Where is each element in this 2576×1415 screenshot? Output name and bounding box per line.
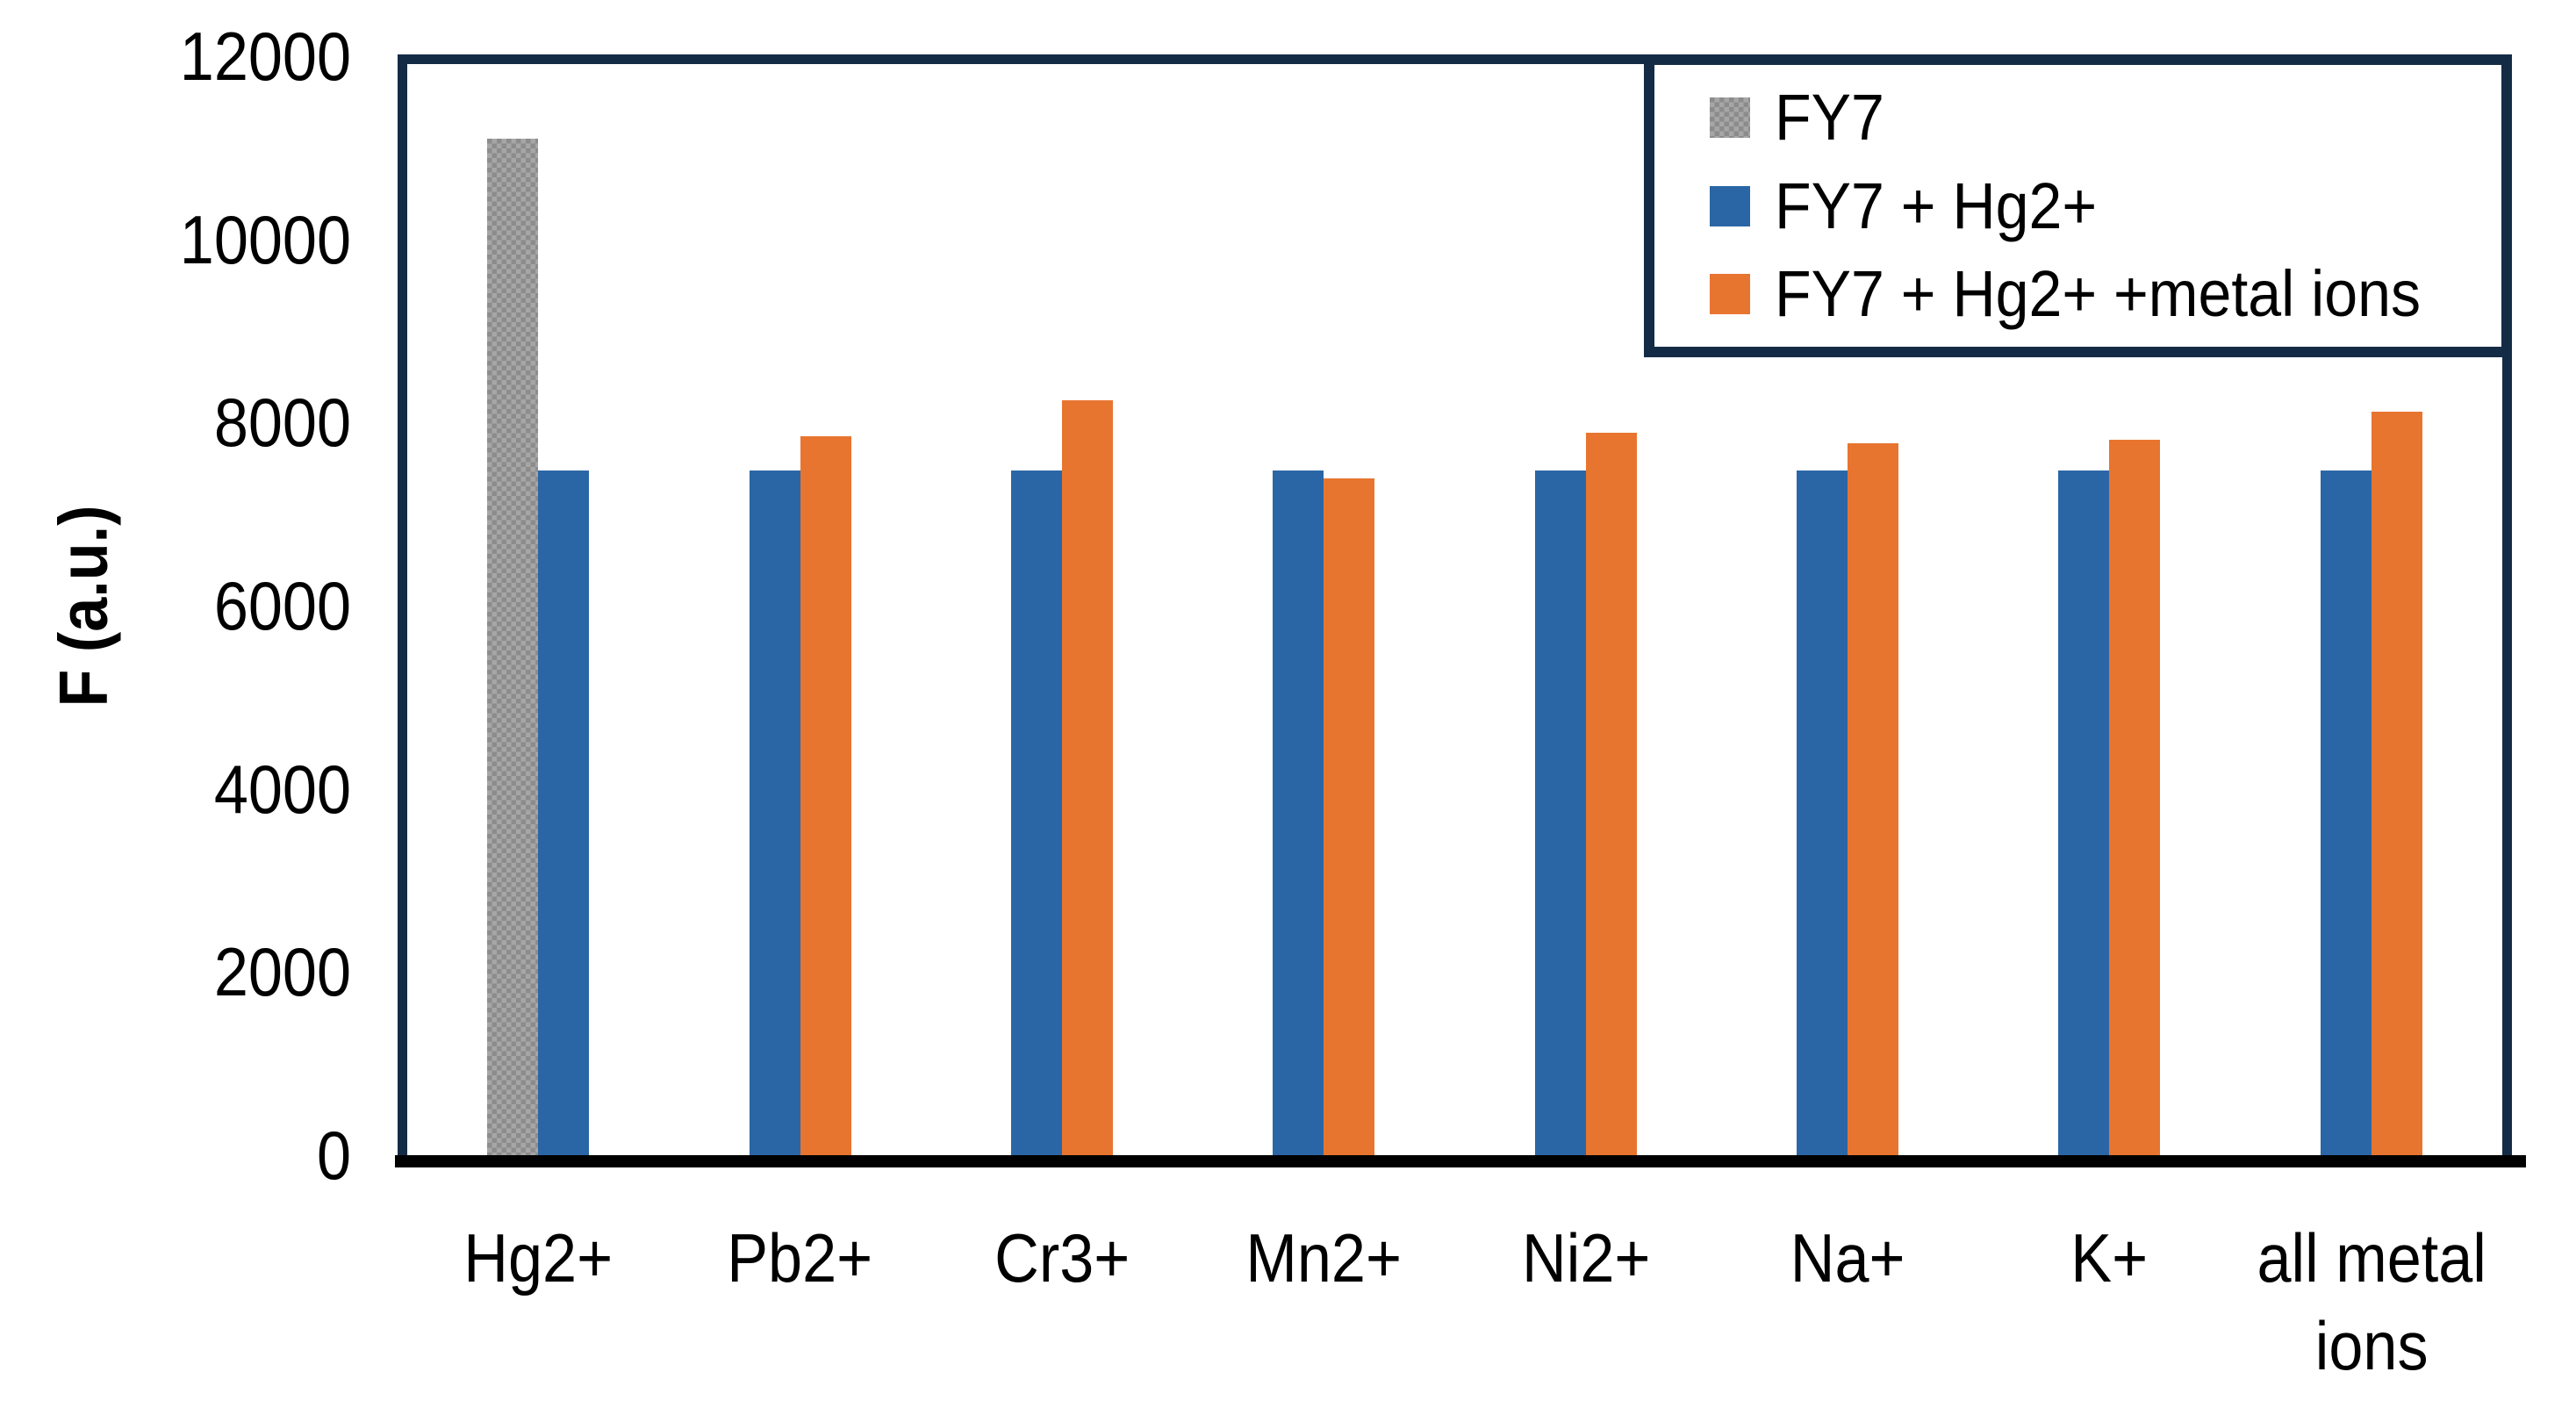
x-axis-line bbox=[395, 1155, 2526, 1167]
bar bbox=[1848, 443, 1899, 1155]
x-category-label: all metal ions bbox=[2257, 1219, 2486, 1384]
x-axis-labels: Hg2+ Pb2+ Cr3+ Mn2+ Ni2+ Na+ K+ all metal ions bbox=[407, 1214, 2502, 1390]
x-category-label: K+ bbox=[2070, 1219, 2149, 1296]
bar bbox=[1534, 470, 1586, 1155]
y-axis-ticks: 0 2000 4000 6000 8000 10000 12000 bbox=[0, 0, 369, 1415]
category-group bbox=[407, 56, 669, 1155]
legend-entry: FY7 + Hg2+ bbox=[1710, 169, 2501, 242]
legend-label: FY7 + Hg2+ bbox=[1775, 169, 2098, 242]
legend-entry: FY7 + Hg2+ +metal ions bbox=[1710, 256, 2501, 330]
y-tick-label: 10000 bbox=[179, 200, 351, 278]
category-group bbox=[1717, 56, 1978, 1155]
bar bbox=[2320, 470, 2371, 1155]
bar bbox=[538, 470, 590, 1155]
y-tick-label: 4000 bbox=[213, 750, 351, 828]
y-tick-label: 12000 bbox=[179, 18, 351, 95]
legend-swatch bbox=[1710, 97, 1750, 139]
bar bbox=[1585, 432, 1637, 1155]
bar bbox=[1324, 478, 1375, 1155]
bar bbox=[487, 138, 539, 1155]
bars-container bbox=[407, 56, 2502, 1155]
bar bbox=[1797, 470, 1848, 1155]
x-category-label: Pb2+ bbox=[727, 1219, 873, 1296]
category-group bbox=[1455, 56, 1717, 1155]
bar bbox=[800, 435, 851, 1155]
bar bbox=[2109, 440, 2161, 1155]
legend: FY7 FY7 + Hg2+ FY7 + Hg2+ +metal ions bbox=[1644, 54, 2512, 357]
legend-label: FY7 bbox=[1775, 81, 1884, 154]
category-group bbox=[2241, 56, 2502, 1155]
x-category-label: Mn2+ bbox=[1245, 1219, 1403, 1296]
bar bbox=[2371, 411, 2422, 1155]
category-group bbox=[1193, 56, 1454, 1155]
y-tick-label: 6000 bbox=[213, 567, 351, 644]
x-category-label: Hg2+ bbox=[463, 1219, 614, 1296]
category-group bbox=[669, 56, 930, 1155]
y-tick-label: 8000 bbox=[213, 384, 351, 462]
bar bbox=[1273, 470, 1324, 1155]
category-group bbox=[931, 56, 1193, 1155]
legend-swatch bbox=[1710, 273, 1750, 314]
legend-swatch bbox=[1710, 185, 1750, 226]
legend-entry: FY7 bbox=[1710, 83, 2501, 153]
x-category-label: Ni2+ bbox=[1521, 1219, 1650, 1296]
legend-label: FY7 + Hg2+ +metal ions bbox=[1775, 256, 2422, 330]
x-category-label: Na+ bbox=[1790, 1219, 1905, 1296]
bar bbox=[749, 470, 800, 1155]
bar bbox=[2058, 470, 2110, 1155]
y-tick-label: 0 bbox=[316, 1117, 351, 1194]
x-category-label: Cr3+ bbox=[994, 1219, 1130, 1296]
category-group bbox=[1978, 56, 2240, 1155]
bar bbox=[1010, 470, 1062, 1155]
y-tick-label: 2000 bbox=[213, 933, 351, 1011]
bar bbox=[1061, 400, 1113, 1155]
